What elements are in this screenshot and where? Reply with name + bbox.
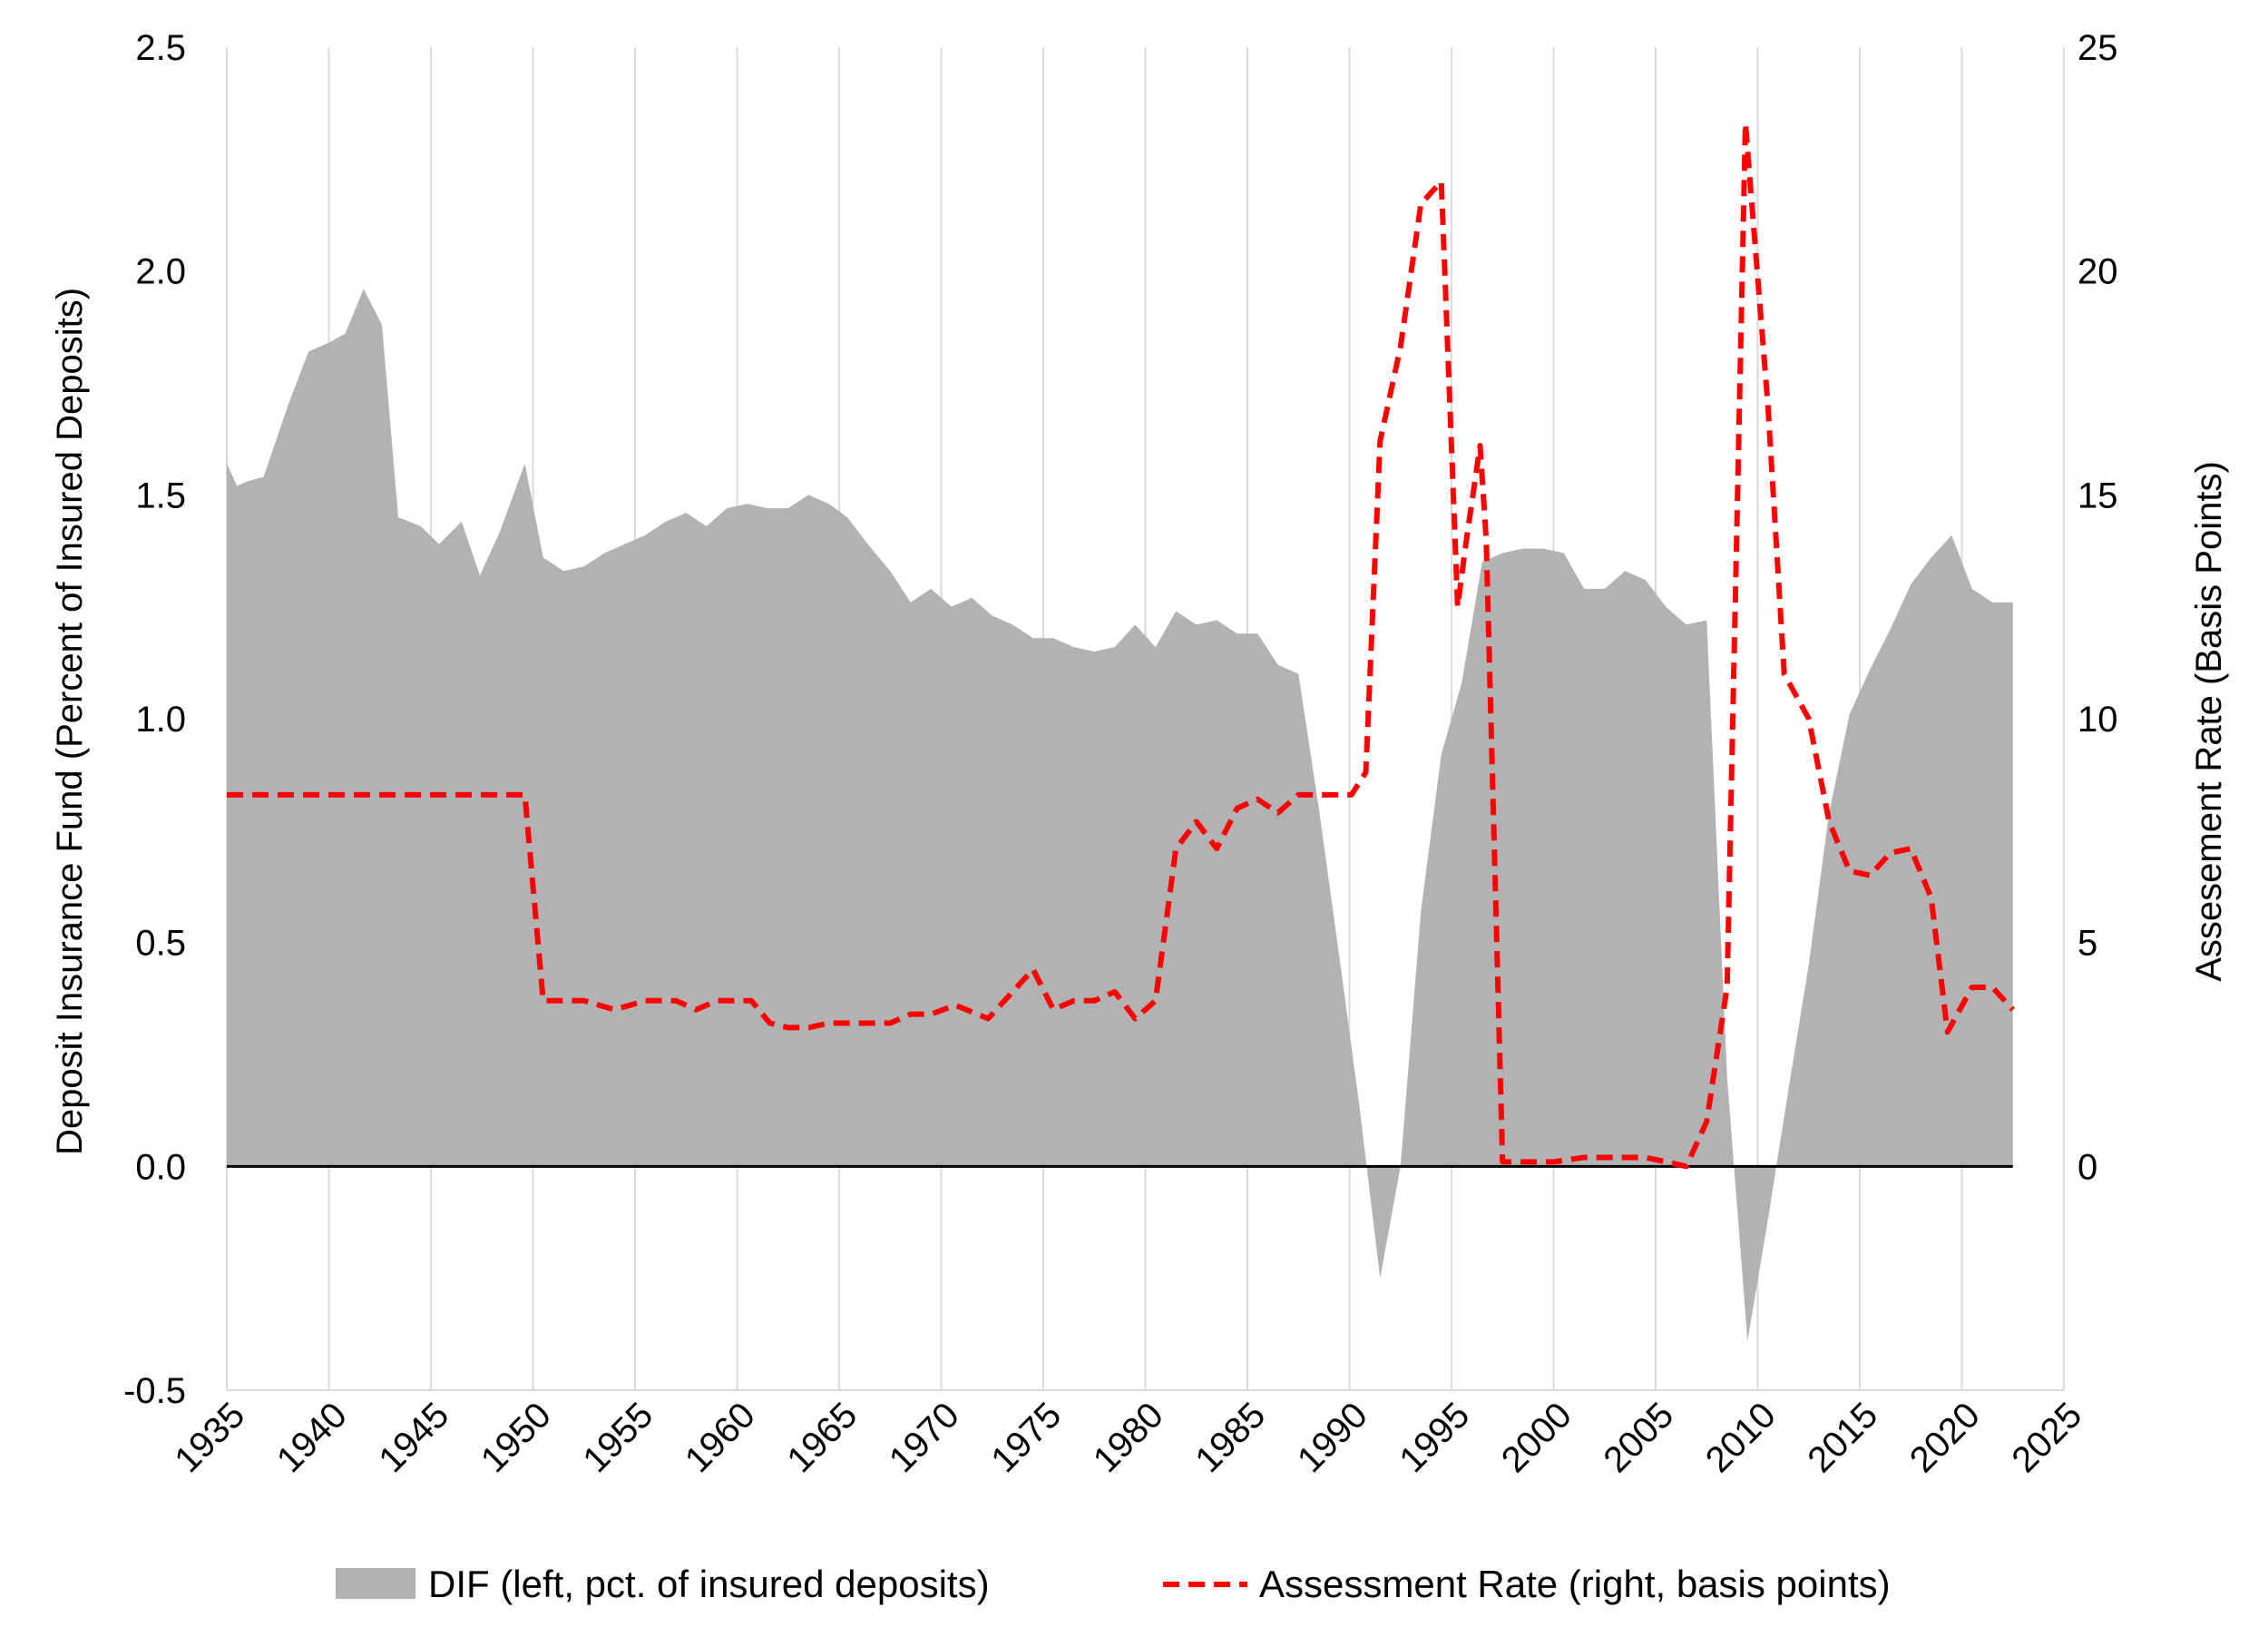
x-tick-label-1970: 1970 (882, 1395, 967, 1480)
legend-label-dif: DIF (left, pct. of insured deposits) (428, 1563, 990, 1605)
assessment-rate-layer (227, 120, 2015, 1170)
left-y-tick-label-0.5: 0.5 (135, 924, 186, 964)
x-tick-label-1960: 1960 (678, 1395, 763, 1480)
left-y-tick-label-1.0: 1.0 (135, 700, 186, 740)
right-y-tick-label-15: 15 (2077, 475, 2118, 515)
x-tick-label-1945: 1945 (371, 1395, 456, 1480)
x-axis-ticks: 1935 1940 1945 1950 1955 1960 1965 1970 1975 1980… (167, 1395, 2089, 1480)
right-y-axis-title: Assesement Rate (Basis Points) (2189, 461, 2229, 982)
x-tick-label-2005: 2005 (1596, 1395, 1681, 1480)
x-tick-label-2025: 2025 (2004, 1395, 2089, 1480)
right-y-tick-label-25: 25 (2077, 28, 2118, 68)
left-y-tick-label-2.0: 2.0 (135, 252, 186, 292)
x-tick-label-1980: 1980 (1086, 1395, 1171, 1480)
left-y-tick-label-0.0: 0.0 (135, 1147, 186, 1187)
x-tick-label-1985: 1985 (1188, 1395, 1273, 1480)
x-tick-label-2000: 2000 (1494, 1395, 1579, 1480)
left-y-axis-ticks: -0.5 0.0 0.5 1.0 1.5 2.0 2.5 (123, 28, 186, 1411)
left-y-tick-label--0.5: -0.5 (123, 1371, 186, 1411)
x-tick-label-2015: 2015 (1800, 1395, 1885, 1480)
x-tick-label-1950: 1950 (474, 1395, 559, 1480)
left-y-axis-title: Deposit Insurance Fund (Percent of Insur… (50, 288, 90, 1155)
x-tick-label-1965: 1965 (779, 1395, 865, 1480)
left-y-tick-label-1.5: 1.5 (135, 475, 186, 515)
x-tick-label-2020: 2020 (1902, 1395, 1988, 1480)
x-tick-label-1940: 1940 (269, 1395, 355, 1480)
dif-area (227, 289, 2013, 1341)
right-y-tick-label-20: 20 (2077, 252, 2118, 292)
dif-area-layer (227, 289, 2013, 1341)
right-y-tick-label-10: 10 (2077, 700, 2118, 740)
right-y-axis-ticks: 0 5 10 15 20 25 (2077, 28, 2118, 1187)
legend: DIF (left, pct. of insured deposits) Ass… (336, 1563, 1891, 1605)
right-y-tick-label-0: 0 (2077, 1147, 2097, 1187)
x-tick-label-1955: 1955 (575, 1395, 660, 1480)
x-tick-label-1990: 1990 (1290, 1395, 1375, 1480)
x-tick-label-2010: 2010 (1698, 1395, 1784, 1480)
legend-swatch-dif (336, 1568, 415, 1599)
x-tick-label-1995: 1995 (1392, 1395, 1477, 1480)
legend-label-rate: Assessment Rate (right, basis points) (1259, 1563, 1891, 1605)
x-tick-label-1975: 1975 (983, 1395, 1069, 1480)
right-y-tick-label-5: 5 (2077, 924, 2097, 964)
assessment-rate-line (227, 120, 2015, 1170)
left-y-tick-label-2.5: 2.5 (135, 28, 186, 68)
